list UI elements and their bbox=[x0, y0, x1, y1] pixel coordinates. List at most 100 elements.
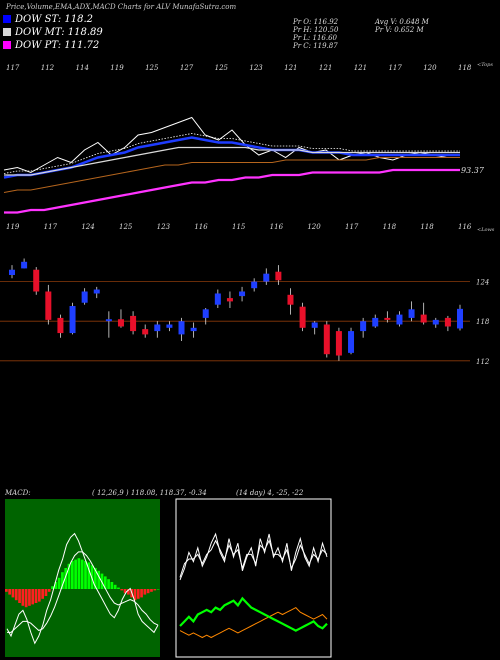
macd-histogram-bar bbox=[28, 589, 31, 606]
candle-body bbox=[69, 306, 76, 334]
stat-avg-volume: Avg V: 0.648 M bbox=[375, 18, 429, 26]
macd-histogram-bar bbox=[70, 561, 74, 589]
macd-histogram-bar bbox=[123, 589, 127, 594]
candle-body bbox=[142, 329, 149, 335]
ema-top-label: 125 bbox=[215, 64, 229, 72]
macd-histogram-bar bbox=[97, 570, 101, 589]
macd-histogram-bar bbox=[57, 577, 61, 589]
macd-histogram-bar bbox=[61, 572, 64, 589]
candle-body bbox=[202, 309, 209, 318]
ema-series-4 bbox=[4, 168, 460, 214]
macd-histogram-bar bbox=[107, 579, 110, 589]
candle-body bbox=[33, 269, 40, 292]
ema-bottom-label: 123 bbox=[157, 223, 171, 231]
macd-histogram-bar bbox=[94, 568, 97, 589]
ema-top-label: 123 bbox=[249, 64, 263, 72]
legend-dow-st: DOW ST: 118.2 bbox=[3, 14, 93, 25]
candle-body bbox=[81, 291, 88, 303]
macd-histogram-bar bbox=[67, 563, 71, 589]
adx-values: (14 day) 4, -25, -22 bbox=[236, 489, 304, 497]
legend-swatch-pt bbox=[3, 41, 11, 49]
legend-swatch-mt bbox=[3, 28, 11, 36]
candle-body bbox=[408, 309, 415, 318]
macd-histogram-bar bbox=[110, 582, 114, 589]
macd-histogram-bar bbox=[8, 589, 11, 595]
ema-top-label: 121 bbox=[284, 64, 297, 72]
macd-histogram-bar bbox=[31, 589, 35, 605]
candle-body bbox=[360, 321, 367, 332]
macd-histogram-bar bbox=[87, 562, 91, 589]
macd-histogram-bar bbox=[156, 589, 160, 590]
candle-body bbox=[323, 324, 330, 355]
macd-histogram-bar bbox=[153, 589, 157, 591]
candle-body bbox=[457, 308, 463, 329]
candle-body bbox=[214, 293, 221, 305]
ema-top-label: 117 bbox=[6, 64, 20, 72]
ema-top-label: 114 bbox=[76, 64, 89, 72]
macd-histogram-bar bbox=[84, 561, 87, 589]
macd-histogram-bar bbox=[5, 589, 8, 592]
candle-body bbox=[239, 291, 246, 297]
macd-histogram-bar bbox=[51, 586, 54, 589]
macd-histogram-bar bbox=[143, 589, 147, 595]
candle-body bbox=[154, 324, 161, 332]
ema-top-label: 127 bbox=[180, 64, 194, 72]
macd-histogram-bar bbox=[146, 589, 150, 594]
legend-label-mt: DOW MT: 118.89 bbox=[15, 27, 103, 38]
candle-body bbox=[9, 269, 15, 275]
candle-body bbox=[432, 319, 439, 325]
candle-body bbox=[117, 319, 124, 327]
ema-top-label: 112 bbox=[41, 64, 55, 72]
chart-header-title: Price,Volume,EMA,ADX,MACD Charts for ALV… bbox=[6, 3, 237, 11]
ema-right-top-label: <Tops bbox=[477, 62, 493, 68]
ema-bottom-label: 118 bbox=[383, 223, 397, 231]
macd-histogram-bar bbox=[14, 589, 18, 601]
macd-values: ( 12,26,9 ) 118.08, 118.37, -0.34 bbox=[92, 489, 207, 497]
macd-histogram-bar bbox=[140, 589, 143, 598]
candle-body bbox=[166, 324, 173, 328]
ema-top-label: 125 bbox=[145, 64, 159, 72]
adx-panel bbox=[175, 498, 332, 658]
adx-green-line bbox=[179, 596, 328, 632]
candlestick-panel: 124 118 112 bbox=[0, 258, 490, 366]
candle-body bbox=[348, 331, 355, 353]
legend-label-pt: DOW PT: 111.72 bbox=[15, 40, 100, 51]
candle-body bbox=[444, 317, 451, 327]
macd-histogram-bar bbox=[77, 558, 81, 589]
ema-top-label: 117 bbox=[388, 64, 402, 72]
candle-body bbox=[45, 291, 52, 320]
stat-close: Pr C: 119.87 bbox=[293, 42, 338, 50]
ema-series-0 bbox=[3, 116, 460, 174]
legend-label-st: DOW ST: 118.2 bbox=[15, 14, 94, 25]
macd-panel bbox=[5, 499, 160, 657]
ema-bottom-label: 120 bbox=[307, 223, 321, 231]
price-label: 112 bbox=[476, 358, 490, 366]
legend-swatch-st bbox=[3, 15, 11, 23]
macd-histogram-bar bbox=[113, 584, 117, 589]
ema-top-label: 121 bbox=[319, 64, 332, 72]
price-label: 124 bbox=[476, 279, 489, 287]
candle-body bbox=[299, 306, 306, 328]
adx-background bbox=[176, 499, 331, 657]
adx-orange-line bbox=[179, 606, 328, 639]
macd-signal-line bbox=[7, 551, 159, 633]
candle-body bbox=[396, 314, 403, 325]
price-label: 118 bbox=[476, 318, 490, 326]
macd-histogram-bar bbox=[64, 568, 68, 589]
macd-histogram-bar bbox=[44, 589, 48, 596]
macd-histogram-bar bbox=[80, 559, 84, 589]
ema-bottom-label: 117 bbox=[44, 223, 58, 231]
macd-histogram-bar bbox=[133, 589, 137, 601]
candle-body bbox=[57, 317, 64, 334]
macd-histogram-bar bbox=[150, 589, 153, 592]
candle-body bbox=[287, 294, 294, 305]
ema-top-label: 120 bbox=[423, 64, 437, 72]
macd-histogram-bar bbox=[18, 589, 21, 603]
macd-histogram-bar bbox=[120, 589, 124, 591]
adx-border bbox=[175, 498, 332, 658]
ema-series-1 bbox=[3, 136, 460, 179]
macd-histogram-bar bbox=[11, 589, 15, 598]
candle-body bbox=[384, 317, 391, 320]
ema-top-label: 119 bbox=[110, 64, 124, 72]
